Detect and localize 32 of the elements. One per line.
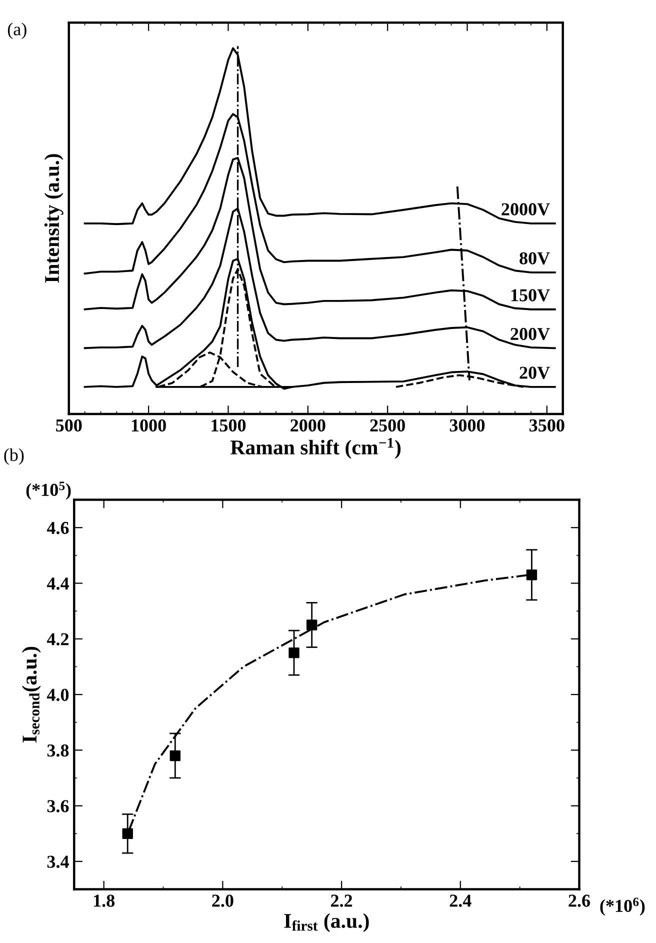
y-axis-title: I$_{second}$(a.u.) — [22, 646, 41, 742]
x-tick-label: 2500 — [370, 419, 405, 432]
x-tick-label: 1.8 — [94, 894, 115, 907]
y-axis-title: Intensity (a.u.) — [44, 154, 64, 283]
x-tick-label: 1000 — [132, 419, 166, 432]
x-tick-label: 2.2 — [331, 894, 352, 907]
x-tick-label: 2.4 — [450, 894, 472, 907]
x-axis-title: Raman shift (cm$^{−1}$) — [230, 438, 401, 459]
text: (*10$^{6}$) — [600, 898, 645, 916]
y-tick-label: 3.8 — [47, 744, 69, 757]
x-tick-label: 500 — [56, 419, 82, 432]
y-tick-label: 4.4 — [46, 578, 69, 590]
y-tick-label: 4.6 — [46, 522, 69, 534]
x-tick-label: 2.6 — [568, 894, 590, 907]
series-label: 150V — [511, 289, 550, 302]
series-label: 80V — [520, 252, 550, 264]
y-tick-label: 3.4 — [47, 856, 69, 868]
text: (b) — [4, 448, 24, 465]
y-tick-label: 3.6 — [47, 800, 69, 812]
y-tick-label: 4.0 — [46, 688, 69, 702]
series-label: 20V — [520, 366, 550, 379]
series-label: 200V — [510, 328, 550, 340]
x-tick-label: 3000 — [450, 419, 485, 432]
y-tick-label: 4.2 — [46, 633, 68, 646]
series-label: 2000V — [502, 203, 550, 216]
text: (a) — [8, 22, 26, 40]
x-tick-label: 3500 — [530, 419, 564, 432]
x-tick-label: 1500 — [212, 419, 246, 432]
x-tick-label: 2.0 — [212, 894, 234, 907]
text: (*10$^{5}$) — [26, 482, 71, 500]
x-axis-title: I$_{first}$ (a.u.) — [284, 913, 369, 932]
x-tick-label: 2000 — [290, 419, 326, 432]
